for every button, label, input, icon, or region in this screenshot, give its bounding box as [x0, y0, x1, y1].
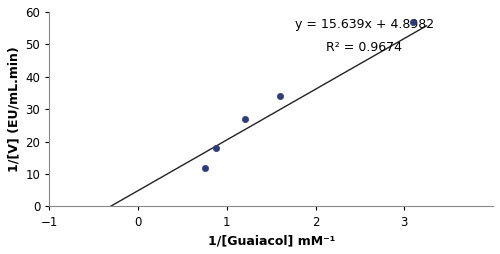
Point: [212, 146, 220, 150]
Text: R² = 0.9674: R² = 0.9674: [326, 41, 402, 54]
Point: [276, 94, 284, 98]
X-axis label: 1/[Guaiacol] mM⁻¹: 1/[Guaiacol] mM⁻¹: [208, 234, 335, 247]
Y-axis label: 1/[V] (EU/mL.min): 1/[V] (EU/mL.min): [7, 46, 20, 172]
Text: y = 15.639x + 4.8982: y = 15.639x + 4.8982: [295, 19, 434, 31]
Point: [200, 166, 208, 170]
Point: [409, 20, 417, 24]
Point: [240, 117, 248, 121]
